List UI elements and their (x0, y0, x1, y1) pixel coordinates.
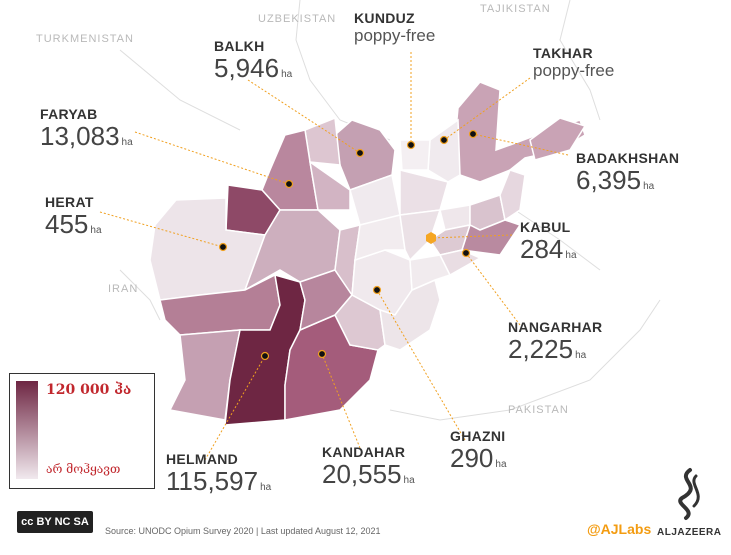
province-name: FARYAB (40, 106, 98, 122)
province-value: 455 (45, 209, 89, 239)
province-name: TAKHAR (533, 45, 593, 61)
province-name: KABUL (520, 219, 571, 235)
country-label-turkmenistan: TURKMENISTAN (36, 33, 134, 45)
marker-badakhshan (468, 129, 478, 139)
province-markers (218, 129, 478, 361)
leader-kandahar (321, 353, 361, 449)
label-kandahar: KANDAHAR 20,555 ha (322, 444, 415, 488)
legend-max-label: 120 000 ჰა (46, 382, 132, 398)
province-unit: ha (121, 137, 133, 148)
province-unit: ha (575, 350, 587, 361)
province-unit: ha (403, 475, 415, 486)
marker-nangarhar (461, 248, 471, 258)
province-unit: ha (565, 250, 577, 261)
leader-helmand (204, 355, 266, 461)
province-kunduz (399, 139, 431, 171)
marker-takhar (439, 135, 449, 145)
province-name: HERAT (45, 194, 94, 210)
country-label-uzbekistan: UZBEKISTAN (258, 13, 337, 25)
province-kunar (499, 169, 526, 222)
province-balkh (334, 119, 396, 191)
country-label-iran: IRAN (108, 283, 139, 295)
province-value: 6,395 (576, 165, 642, 195)
province-value: 2,225 (508, 334, 574, 364)
cc-license-badge: cc BY NC SA (17, 511, 93, 533)
label-balkh: BALKH 5,946 ha (214, 38, 292, 82)
marker-ghazni (372, 285, 382, 295)
marker-helmand (260, 351, 270, 361)
leader-faryab (134, 131, 290, 185)
source-note: Source: UNODC Opium Survey 2020 | Last u… (105, 526, 381, 536)
province-badakhshan (454, 81, 586, 183)
leader-kabul (430, 234, 513, 239)
legend-min-label: არ მოჰყავთ (46, 462, 121, 476)
province-name: BALKH (214, 38, 265, 54)
province-jowzjan (304, 116, 341, 166)
aljazeera-wordmark: ALJAZEERA (657, 527, 722, 538)
marker-kandahar (317, 349, 327, 359)
label-kabul: KABUL 284 ha (520, 219, 577, 263)
leader-lines (99, 52, 569, 461)
province-value: 290 (450, 443, 494, 473)
province-name: KANDAHAR (322, 444, 406, 460)
ajlabs-handle: @AJLabs (587, 521, 652, 537)
leader-herat (99, 211, 224, 248)
province-name: HELMAND (166, 451, 239, 467)
label-badakhshan: BADAKHSHAN 6,395 ha (576, 150, 679, 194)
leader-ghazni (376, 289, 466, 441)
province-value: 20,555 (322, 459, 402, 489)
marker-kabul (426, 232, 436, 244)
province-takhar (427, 118, 461, 183)
map-legend: 120 000 ჰა არ მოჰყავთ (9, 373, 155, 489)
province-unit: ha (495, 459, 507, 470)
aljazeera-logo-icon (678, 468, 700, 520)
leader-badakhshan (472, 133, 569, 156)
marker-faryab (284, 179, 294, 189)
province-paktia (438, 249, 482, 277)
country-label-tajikistan: TAJIKISTAN (480, 3, 551, 15)
province-value: 115,597 (166, 466, 259, 496)
label-helmand: HELMAND 115,597 ha (166, 451, 271, 495)
province-name: BADAKHSHAN (576, 150, 680, 166)
province-wardak (399, 209, 442, 262)
province-unit: ha (90, 225, 102, 236)
leader-takhar (443, 77, 531, 141)
leader-nangarhar (465, 252, 521, 326)
province-status: poppy-free (354, 26, 436, 45)
province-status: poppy-free (533, 61, 615, 80)
province-logar (409, 254, 452, 292)
province-value: 5,946 (214, 53, 280, 83)
province-name: KUNDUZ (354, 10, 415, 26)
province-value: 284 (520, 234, 564, 264)
province-unit: ha (260, 482, 272, 493)
marker-balkh (355, 148, 365, 158)
province-name: GHAZNI (450, 428, 506, 444)
label-takhar: TAKHAR poppy-free (533, 45, 614, 81)
marker-herat (218, 242, 228, 252)
label-nangarhar: NANGARHAR 2,225 ha (508, 319, 602, 363)
marker-kunduz (406, 140, 416, 150)
province-name: NANGARHAR (508, 319, 603, 335)
province-nangarhar (461, 219, 522, 256)
province-bamyan (354, 214, 406, 262)
province-unit: ha (643, 181, 655, 192)
legend-gradient-bar (16, 381, 38, 479)
provinces (149, 81, 587, 426)
country-label-pakistan: PAKISTAN (508, 404, 569, 416)
province-unit: ha (281, 69, 293, 80)
province-sarepul (308, 160, 351, 211)
label-herat: HERAT 455 ha (45, 194, 102, 238)
province-value: 13,083 (40, 121, 120, 151)
label-ghazni: GHAZNI 290 ha (450, 428, 507, 472)
label-faryab: FARYAB 13,083 ha (40, 106, 133, 150)
label-kunduz: KUNDUZ poppy-free (354, 10, 435, 46)
